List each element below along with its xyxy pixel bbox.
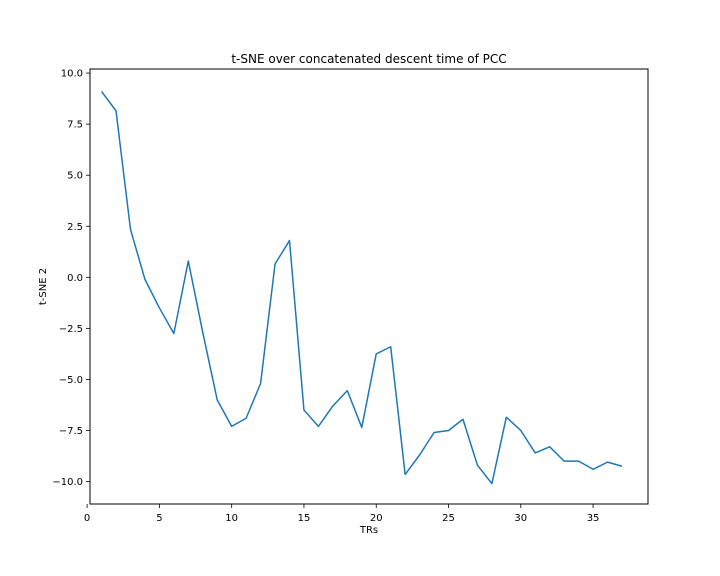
y-tick-label: 2.5 xyxy=(67,222,83,233)
y-tick-label: 5.0 xyxy=(67,171,83,182)
x-axis-label: TRs xyxy=(359,525,378,536)
series-line-0 xyxy=(100,91,623,485)
x-tick-label: 5 xyxy=(156,513,162,524)
y-tick-label: −10.0 xyxy=(52,477,83,488)
y-axis-label: t-SNE 2 xyxy=(38,268,49,305)
plot-area xyxy=(100,91,623,485)
x-tick-label: 30 xyxy=(514,513,527,524)
x-tick-label: 25 xyxy=(442,513,455,524)
y-tick-label: 10.0 xyxy=(61,69,83,80)
x-tick-label: 20 xyxy=(370,513,383,524)
x-tick-label: 10 xyxy=(225,513,238,524)
x-tick-label: 15 xyxy=(298,513,311,524)
y-tick-label: −2.5 xyxy=(59,324,83,335)
y-tick-label: −7.5 xyxy=(59,426,83,437)
y-tick-label: −5.0 xyxy=(59,375,83,386)
x-axis: 0 5 10 15 20 25 30 35 xyxy=(84,504,600,524)
y-tick-label: 0.0 xyxy=(67,273,83,284)
y-tick-label: 7.5 xyxy=(67,120,83,131)
chart-title: t-SNE over concatenated descent time of … xyxy=(231,52,506,66)
y-axis: 10.0 7.5 5.0 2.5 0.0 −2.5 −5.0 −7.5 −10.0 xyxy=(52,69,90,488)
axes-frame xyxy=(89,68,649,505)
x-tick-label: 35 xyxy=(587,513,600,524)
x-tick-label: 0 xyxy=(84,513,90,524)
